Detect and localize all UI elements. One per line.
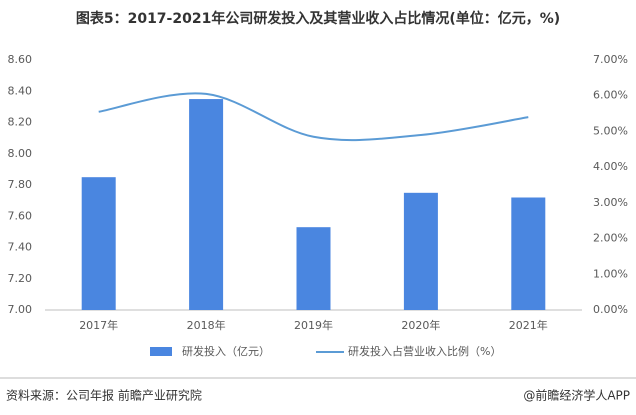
y2-tick-label: 5.00% <box>593 124 628 137</box>
y-tick-label: 7.20 <box>8 272 33 285</box>
bar <box>296 227 331 310</box>
chart-title: 图表5：2017-2021年公司研发投入及其营业收入占比情况(单位：亿元，%) <box>76 10 560 27</box>
bar <box>81 177 116 310</box>
y2-tick-label: 1.00% <box>593 267 628 280</box>
legend-swatch <box>150 347 172 356</box>
x-tick-label: 2017年 <box>79 318 118 332</box>
legend-label: 研发投入（亿元） <box>182 344 270 358</box>
y2-tick-label: 7.00% <box>593 53 628 66</box>
x-tick-label: 2018年 <box>187 318 226 332</box>
bar <box>189 99 224 310</box>
bar <box>403 192 438 310</box>
y-tick-label: 8.00 <box>8 147 33 160</box>
y-tick-label: 8.20 <box>8 116 33 129</box>
y-tick-label: 7.60 <box>8 209 33 222</box>
x-tick-label: 2021年 <box>509 318 548 332</box>
y2-tick-label: 3.00% <box>593 196 628 209</box>
bar <box>511 197 546 310</box>
source: 资料来源：公司年报 前瞻产业研究院 <box>6 388 202 403</box>
x-tick-label: 2020年 <box>401 318 440 332</box>
y-tick-label: 7.80 <box>8 178 33 191</box>
y-tick-label: 8.40 <box>8 84 33 97</box>
credit: @前瞻经济学人APP <box>523 388 630 403</box>
y2-tick-label: 6.00% <box>593 89 628 102</box>
y2-tick-label: 4.00% <box>593 160 628 173</box>
y2-tick-label: 2.00% <box>593 232 628 245</box>
y-tick-label: 7.00 <box>8 303 33 316</box>
y-tick-label: 7.40 <box>8 241 33 254</box>
line <box>98 92 529 142</box>
y2-tick-label: 0.00% <box>593 303 628 316</box>
y-tick-label: 8.60 <box>8 53 33 66</box>
legend-label: 研发投入占营业收入比例（%） <box>348 344 501 358</box>
x-tick-label: 2019年 <box>294 318 333 332</box>
